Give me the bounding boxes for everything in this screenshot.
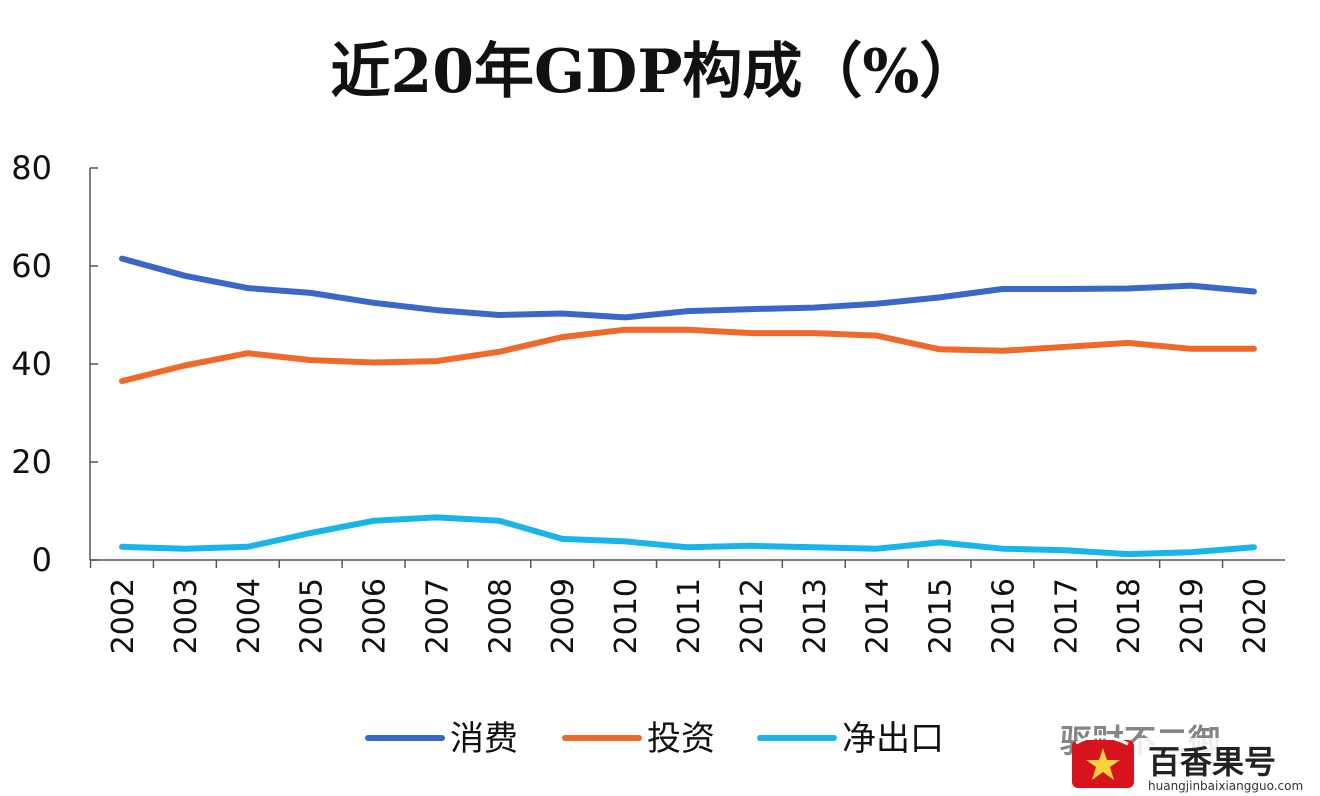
x-tick-label: 2012 [735,578,770,654]
x-tick-label: 2018 [1112,578,1147,654]
x-tick-label: 2009 [546,578,581,654]
x-tick-label: 2002 [106,578,141,654]
legend-label: 投资 [647,719,715,759]
chart-axes [89,168,1285,561]
x-tick-label: 2016 [986,578,1021,654]
y-tick-label: 60 [11,247,52,285]
x-tick-label: 2007 [420,578,455,654]
y-tick-label: 80 [11,149,52,187]
x-tick-label: 2017 [1049,578,1084,654]
watermark: 驱财不二御 百香果号 huangjinbaixiangguo.com [1060,722,1308,796]
x-tick-label: 2006 [358,578,393,654]
y-tick-label: 0 [32,541,52,579]
y-tick-label: 40 [11,345,52,383]
series-lines [119,255,1257,558]
legend-label: 消费 [450,719,518,759]
x-tick-label: 2020 [1238,578,1273,654]
x-tick-label: 2003 [169,578,204,654]
x-tick-label: 2008 [483,578,518,654]
x-tick-label: 2013 [798,578,833,654]
x-tick-label: 2014 [861,578,896,654]
series-line-净出口 [119,514,1257,558]
y-tick-label: 20 [11,443,52,481]
x-tick-label: 2010 [609,578,644,654]
x-tick-label: 2015 [924,578,959,654]
x-axis-ticks: 2002 2003 2004 2005 2006 2007 2008 2009 2010 2011… [89,560,1273,654]
series-line-投资 [119,326,1257,385]
legend: 消费 投资 净出口 [365,719,944,759]
watermark-logo-icon [1072,735,1134,788]
chart-title: 近20年GDP构成（%） [331,37,980,107]
x-tick-label: 2004 [232,578,267,654]
series-line-消费 [119,255,1257,321]
x-tick-label: 2005 [295,578,330,654]
x-tick-label: 2011 [672,578,707,654]
watermark-url: huangjinbaixiangguo.com [1148,779,1303,793]
x-tick-label: 2019 [1175,578,1210,654]
watermark-brand: 百香果号 [1148,743,1276,781]
y-axis-ticks: 0 20 40 60 80 [11,149,98,579]
legend-label: 净出口 [842,719,944,759]
